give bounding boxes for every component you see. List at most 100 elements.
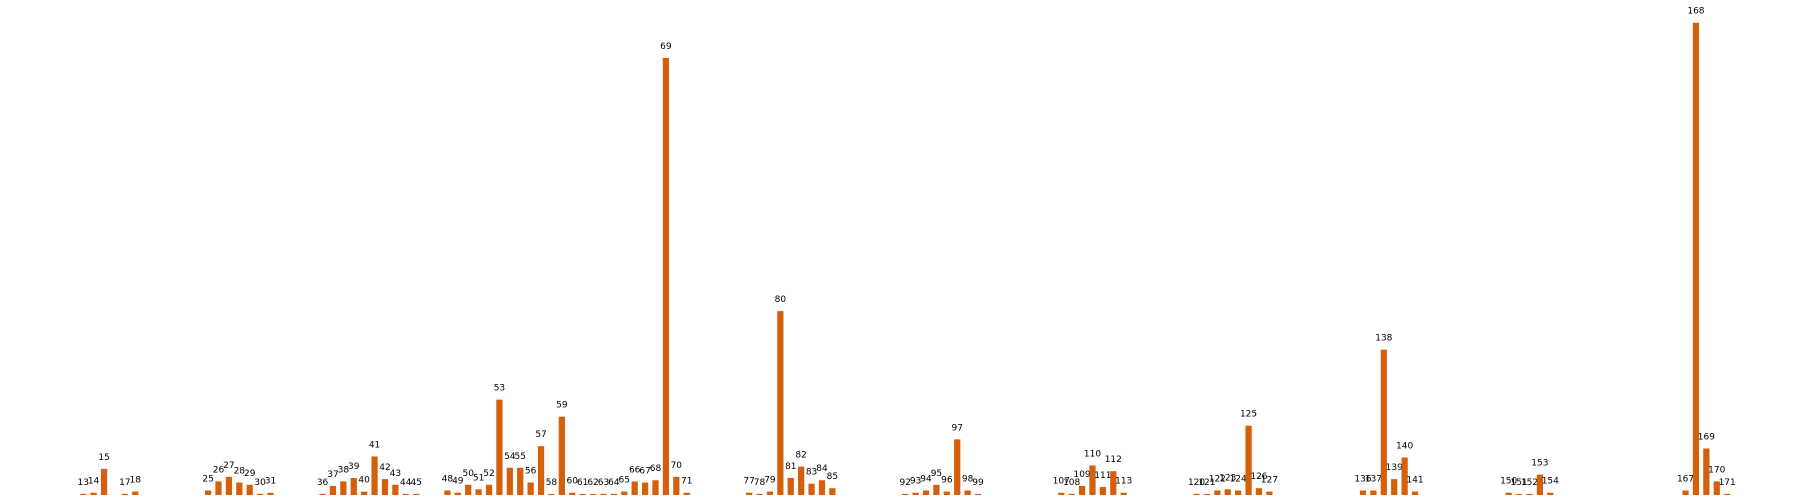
bar-label: 38	[338, 465, 350, 475]
bar	[402, 493, 409, 495]
bar-label: 82	[795, 451, 806, 461]
bar-label: 14	[88, 477, 100, 487]
bar-label: 50	[462, 469, 474, 479]
bar-label: 171	[1719, 478, 1736, 488]
bar	[225, 476, 233, 495]
bar-label: 122	[1209, 474, 1226, 484]
bar-label: 170	[1708, 465, 1725, 475]
bar	[1120, 492, 1127, 495]
bar	[621, 491, 628, 495]
bar-label: 110	[1084, 449, 1101, 459]
bar-label: 56	[525, 467, 537, 477]
bar	[600, 493, 607, 495]
bar-label: 124	[1230, 474, 1247, 484]
bar-label: 153	[1531, 459, 1548, 469]
bar	[756, 493, 763, 495]
bar-label: 98	[962, 474, 974, 484]
bar	[236, 482, 243, 495]
bar	[1245, 425, 1252, 495]
bar	[1058, 492, 1065, 495]
bar	[1266, 491, 1273, 495]
bar	[1099, 487, 1107, 495]
bar-label: 39	[348, 462, 360, 472]
bar-label: 48	[442, 474, 454, 484]
bar-label: 92	[899, 478, 910, 488]
bar	[1089, 465, 1096, 495]
bar-label: 27	[223, 461, 234, 471]
bar	[517, 467, 524, 495]
bar-label: 137	[1365, 474, 1382, 484]
bar	[329, 485, 337, 495]
bar	[350, 477, 357, 495]
bar-label: 43	[390, 469, 401, 479]
bar-label: 84	[816, 464, 828, 474]
bar	[1224, 489, 1231, 495]
bar	[1078, 485, 1086, 495]
bar-label: 49	[452, 477, 464, 487]
bar-label: 81	[785, 462, 796, 472]
bar-label: 58	[546, 478, 558, 488]
bar-label: 44	[400, 478, 412, 488]
bar-label: 126	[1250, 472, 1267, 482]
bar	[974, 493, 982, 495]
bar-label: 140	[1396, 442, 1413, 452]
bar	[537, 446, 545, 495]
bar	[392, 484, 399, 495]
bar-label: 53	[494, 384, 505, 394]
bar-label: 85	[827, 472, 838, 482]
bar	[964, 490, 971, 495]
bar-label: 67	[639, 467, 650, 477]
bar	[1526, 493, 1533, 495]
bar	[1110, 471, 1117, 495]
bar-label: 123	[1219, 473, 1236, 483]
bar	[631, 481, 638, 495]
bar-label: 57	[535, 430, 546, 440]
bar-label: 36	[317, 478, 329, 488]
bar-label: 80	[775, 295, 787, 305]
bar	[256, 493, 264, 495]
bar-label: 31	[265, 477, 276, 487]
bar	[267, 492, 274, 495]
bar-label: 54	[504, 452, 516, 462]
bar	[1203, 493, 1211, 495]
bar-label: 141	[1406, 476, 1423, 486]
bar-label: 63	[598, 478, 609, 488]
bar-label: 60	[567, 477, 579, 487]
bar-label: 28	[234, 467, 246, 477]
bar	[569, 492, 576, 495]
bar-label: 68	[650, 464, 662, 474]
bar-label: 99	[972, 478, 984, 488]
bar-label: 93	[910, 477, 921, 487]
bar-label: 108	[1063, 478, 1080, 488]
bar-label: 25	[202, 474, 213, 484]
bar	[1068, 493, 1075, 495]
bar	[829, 488, 836, 495]
bar	[444, 490, 451, 495]
bar-label: 37	[327, 470, 338, 480]
bar-label: 66	[629, 465, 641, 475]
bar	[766, 491, 774, 495]
bar	[319, 493, 326, 495]
bar	[475, 489, 482, 495]
bar-label: 26	[213, 465, 225, 475]
bar-label: 97	[951, 423, 962, 433]
bar	[340, 481, 347, 495]
bar-label: 42	[379, 463, 390, 473]
bar	[454, 492, 461, 495]
bar	[100, 468, 108, 495]
bar-label: 64	[608, 478, 620, 488]
bar	[933, 484, 940, 495]
bar-label: 121	[1198, 478, 1215, 488]
bar	[1515, 493, 1523, 495]
bar-label: 112	[1105, 455, 1122, 465]
bar-label: 168	[1687, 7, 1704, 17]
bar	[1235, 490, 1242, 495]
bar-label: 109	[1073, 470, 1090, 480]
bar-label: 125	[1240, 410, 1257, 420]
bar	[662, 57, 670, 496]
bar-label: 111	[1094, 471, 1111, 481]
bar	[90, 492, 97, 495]
bar	[371, 456, 378, 495]
bar-label: 120	[1188, 478, 1205, 488]
